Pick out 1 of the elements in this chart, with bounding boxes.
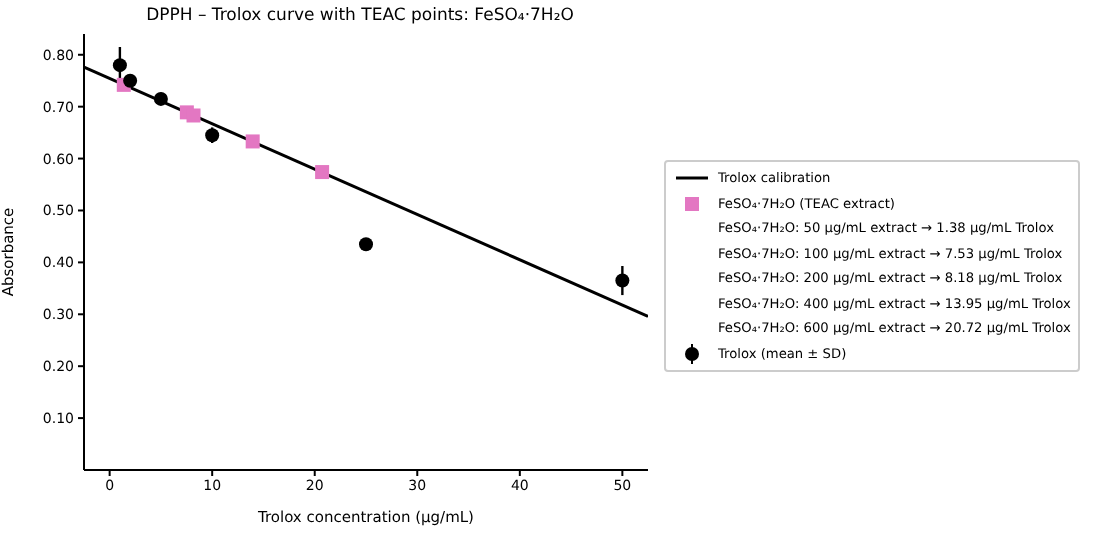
chart-title: DPPH – Trolox curve with TEAC points: FeSO₄·7H₂O (144, 6, 576, 26)
